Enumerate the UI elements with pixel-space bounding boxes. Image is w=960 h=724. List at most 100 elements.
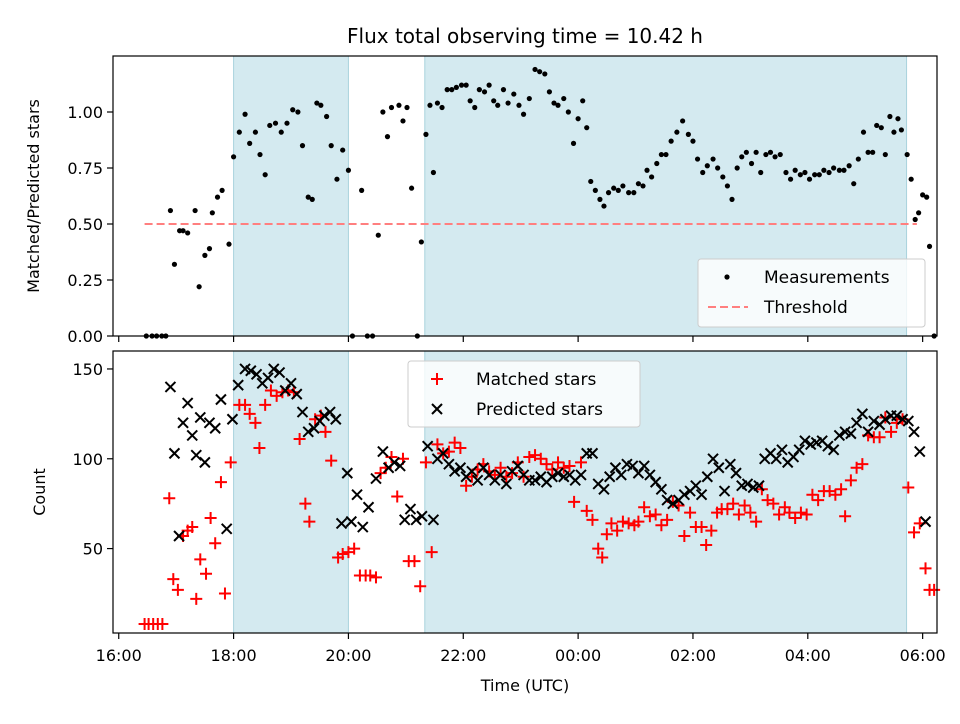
- predicted-stars-point: [454, 462, 467, 474]
- matched-stars-point: [186, 521, 199, 534]
- measurement-point: [167, 207, 174, 214]
- predicted-stars-point: [695, 488, 708, 501]
- y-tick-label: 1.00: [67, 103, 103, 122]
- predicted-stars-point: [879, 413, 892, 425]
- matched-stars-point: [364, 569, 377, 582]
- measurement-point: [423, 131, 429, 137]
- measurement-point: [724, 183, 731, 189]
- x-tick-label: 00:00: [555, 646, 601, 665]
- measurement-point: [272, 120, 279, 126]
- predicted-stars-point: [324, 406, 336, 418]
- predicted-stars-point: [177, 417, 189, 429]
- predicted-stars-point: [626, 460, 639, 472]
- measurement-point: [458, 82, 465, 88]
- figure-title: Flux total observing time = 10.42 h: [347, 24, 703, 48]
- predicted-stars-point: [787, 451, 800, 463]
- top-y-axis-label: Matched/Predicted stars: [24, 99, 43, 293]
- measurement-point: [400, 118, 406, 124]
- predicted-stars-point: [707, 453, 719, 465]
- predicted-stars-point: [845, 427, 857, 440]
- predicted-stars-point: [609, 462, 622, 474]
- matched-stars-point: [325, 454, 338, 467]
- measurement-point: [453, 84, 459, 90]
- measurement-point: [690, 138, 696, 144]
- predicted-stars-point: [168, 447, 181, 460]
- x-tick-label: 18:00: [211, 646, 257, 665]
- predicted-stars-point: [862, 426, 874, 438]
- bottom-axes-frame: [112, 350, 938, 634]
- predicted-stars-point: [678, 488, 691, 501]
- measurement-point: [196, 284, 202, 290]
- measurement-point: [753, 149, 759, 155]
- measurement-point: [797, 172, 803, 178]
- predicted-stars-point: [232, 379, 244, 391]
- predicted-stars-layer: [164, 363, 932, 542]
- measurement-point: [855, 156, 861, 162]
- y-tick-label: 50: [83, 540, 103, 559]
- predicted-stars-point: [341, 467, 353, 479]
- matched-stars-point: [829, 488, 842, 501]
- predicted-stars-point: [615, 469, 627, 481]
- matched-stars-point: [789, 512, 802, 525]
- matched-stars-point: [253, 441, 266, 454]
- y-tick-label: 0.25: [67, 271, 103, 290]
- predicted-stars-point: [181, 397, 194, 409]
- predicted-stars-point: [186, 429, 198, 442]
- measurement-point: [821, 167, 827, 173]
- x-tick-label: 06:00: [900, 646, 946, 665]
- measurement-point: [180, 228, 186, 234]
- measurement-point: [758, 169, 764, 176]
- matched-stars-point: [596, 551, 609, 564]
- measurement-point: [597, 196, 603, 202]
- measurement-point: [580, 98, 586, 104]
- matched-stars-point: [171, 583, 184, 596]
- y-tick-label: 0.00: [67, 327, 103, 346]
- matched-stars-point: [902, 481, 915, 494]
- matched-stars-point: [638, 501, 651, 514]
- measurement-point: [314, 100, 320, 106]
- measurement-point: [334, 176, 340, 182]
- matched-stars-point: [190, 592, 203, 605]
- matched-stars-point: [568, 495, 581, 508]
- matched-stars-point: [592, 542, 605, 555]
- predicted-stars-point: [345, 515, 358, 528]
- legend-threshold-label: Threshold: [763, 298, 848, 318]
- top-panel: 0.00 0.25 0.50 0.75 1.00 Matched/Predicted s…: [24, 55, 938, 346]
- measurement-point: [924, 194, 930, 200]
- measurement-point: [476, 87, 482, 93]
- predicted-stars-point: [164, 381, 177, 393]
- measurement-point: [912, 216, 918, 223]
- measurement-point: [345, 167, 352, 173]
- measurement-point: [767, 149, 774, 155]
- measurement-point: [729, 196, 735, 202]
- measurement-point: [449, 87, 455, 93]
- legend-predicted-label: Predicted stars: [476, 400, 603, 420]
- measurement-point: [247, 140, 253, 146]
- measurement-point: [185, 230, 191, 236]
- measurement-point: [860, 129, 867, 135]
- matched-stars-point: [348, 542, 361, 555]
- matched-stars-point: [385, 450, 398, 463]
- measurement-point: [891, 129, 897, 135]
- matched-stars-point: [534, 452, 547, 465]
- measurement-point: [826, 169, 832, 176]
- measurement-point: [267, 122, 273, 129]
- measurement-point: [500, 87, 507, 93]
- measurement-point: [878, 125, 884, 131]
- predicted-stars-point: [318, 409, 331, 422]
- predicted-stars-point: [644, 469, 656, 481]
- y-tick-label: 0.50: [67, 215, 103, 234]
- measurement-point: [295, 109, 301, 115]
- matched-stars-point: [649, 508, 662, 521]
- top-axes-frame: [112, 55, 938, 337]
- predicted-stars-point: [173, 530, 185, 542]
- matched-stars-point: [600, 528, 613, 541]
- measurement-point: [375, 232, 381, 238]
- matched-stars-point: [794, 506, 807, 519]
- measurement-point: [615, 187, 621, 193]
- predicted-stars-point: [724, 458, 736, 470]
- measurement-point: [495, 102, 501, 108]
- matched-stars-point: [243, 407, 256, 420]
- matched-stars-point: [454, 441, 467, 454]
- measurement-point: [631, 190, 637, 196]
